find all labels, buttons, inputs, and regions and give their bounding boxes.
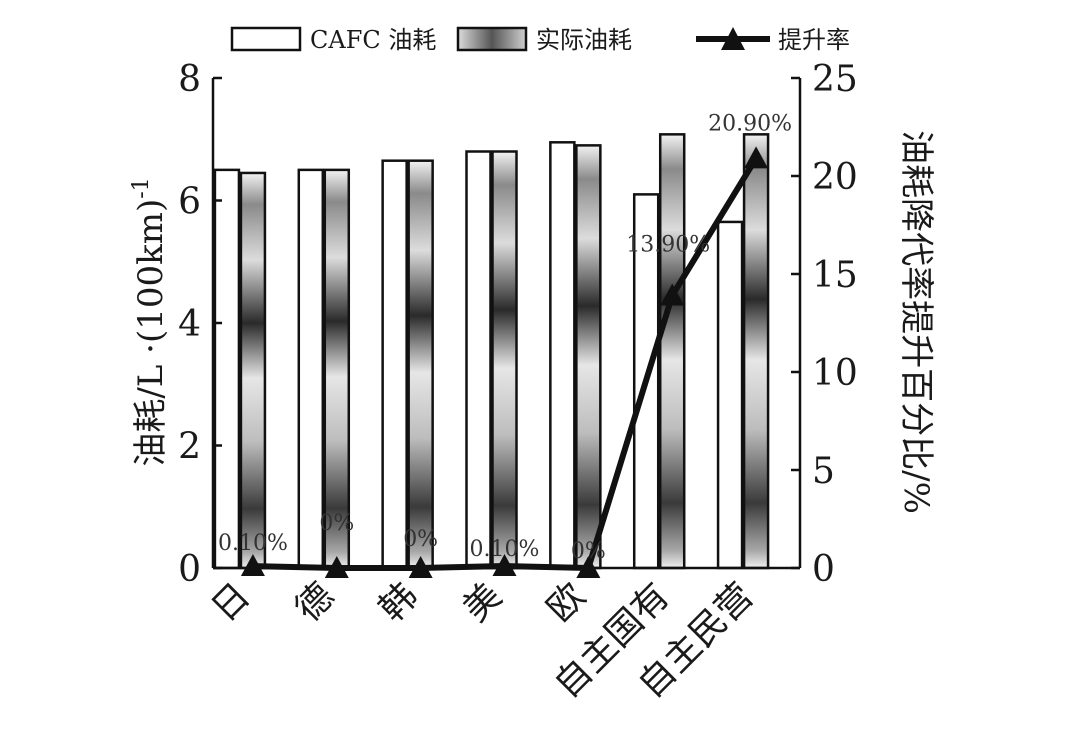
y-left-tick-label: 2 xyxy=(178,427,201,468)
y-right-tick-label: 10 xyxy=(812,353,858,394)
y-right-tick-label: 20 xyxy=(812,157,858,198)
y-left-tick-label: 0 xyxy=(178,549,201,590)
rate-marker xyxy=(324,556,349,578)
rate-data-label: 0% xyxy=(403,527,438,552)
category-label: 美 xyxy=(455,575,509,629)
y-right-tick-label: 25 xyxy=(812,59,858,100)
rate-marker xyxy=(660,283,685,306)
legend-item-actual: 实际油耗 xyxy=(456,26,632,54)
bar-cafc xyxy=(381,159,408,570)
y-left-title-text: 油耗/L ·(100km) xyxy=(131,199,171,467)
legend-label-cafc: CAFC 油耗 xyxy=(310,26,436,54)
bar-actual xyxy=(323,168,351,570)
legend: CAFC 油耗 实际油耗 提升率 xyxy=(230,26,850,54)
legend-label-actual: 实际油耗 xyxy=(536,26,632,54)
y-left-tick-label: 6 xyxy=(178,182,201,223)
category-label: 欧 xyxy=(539,575,593,629)
y-left-title-superscript: -1 xyxy=(129,177,154,198)
y-left-title: 油耗/L ·(100km)-1 xyxy=(129,177,171,466)
rate-data-label: 0.10% xyxy=(470,537,540,562)
legend-item-rate: 提升率 xyxy=(696,26,850,54)
category-label: 韩 xyxy=(372,575,426,629)
bar-cafc xyxy=(716,220,744,570)
y-right-title: 油耗降代率提升百分比/% xyxy=(896,130,936,514)
rate-data-label: 0% xyxy=(571,539,606,564)
rate-data-label: 0% xyxy=(319,511,354,536)
legend-swatch-cafc xyxy=(230,26,302,52)
y-right-title-text: 油耗降代率提升百分比/% xyxy=(896,130,936,514)
plot-area: 日德韩美欧自主国有自主民营0246805101520250.10%0%0% 0.1… xyxy=(178,59,858,706)
bar-cafc xyxy=(213,168,241,570)
legend-swatch-rate-marker xyxy=(721,27,745,50)
rate-data-label: 13.90% xyxy=(626,233,710,258)
category-label: 日 xyxy=(204,575,258,629)
bar-actual xyxy=(742,133,770,570)
rate-data-label: 20.90% xyxy=(708,111,792,136)
rate-marker xyxy=(744,146,769,169)
rate-data-label: 0.10% xyxy=(218,531,288,556)
rate-marker xyxy=(576,556,601,578)
bar-cafc xyxy=(465,150,492,570)
bar-actual xyxy=(658,133,686,570)
category-label: 德 xyxy=(288,575,342,629)
legend-swatch-actual xyxy=(456,26,528,52)
bar-actual xyxy=(491,150,518,570)
y-left-tick-label: 8 xyxy=(178,59,201,100)
svg-text:油耗/L ·(100km)-1: 油耗/L ·(100km)-1 xyxy=(129,177,171,466)
legend-label-rate: 提升率 xyxy=(778,26,850,54)
rate-marker xyxy=(240,554,265,577)
bar-actual xyxy=(407,159,434,570)
y-left-tick-label: 4 xyxy=(178,304,201,345)
rate-marker xyxy=(408,556,433,578)
bar-actual xyxy=(239,171,267,570)
rate-marker xyxy=(492,554,517,577)
bar-actual xyxy=(575,144,602,570)
bar-cafc xyxy=(297,168,325,570)
y-right-tick-label: 15 xyxy=(812,255,858,296)
legend-item-cafc: CAFC 油耗 xyxy=(230,26,436,54)
y-right-tick-label: 5 xyxy=(812,451,835,492)
bar-cafc xyxy=(549,141,576,570)
y-right-tick-label: 0 xyxy=(812,549,835,590)
